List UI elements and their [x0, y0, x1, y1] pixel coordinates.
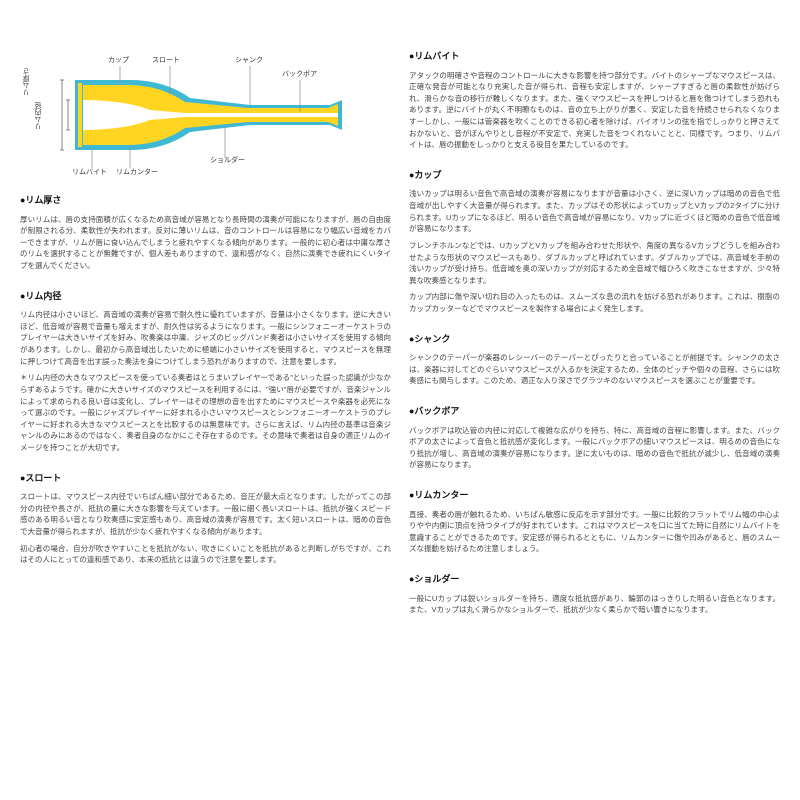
section-body: スロートは、マウスピース内径でいちばん細い部分であるため、音圧が最大点となります… — [20, 491, 391, 566]
section-body: バックボアは吹込管の内径に対応して複雑な広がりを持ち、特に、高音域の音程に影響し… — [409, 425, 780, 472]
paragraph: バックボアは吹込管の内径に対応して複雑な広がりを持ち、特に、高音域の音程に影響し… — [409, 425, 780, 472]
section: ●スロートスロートは、マウスピース内径でいちばん細い部分であるため、音圧が最大点… — [20, 472, 391, 566]
section-body: 一般にUカップは鋭いショルダーを持ち、適度な抵抗感があり、輪郭のはっきりした明る… — [409, 593, 780, 616]
label-throat: スロート — [152, 56, 180, 67]
section-title: ●スロート — [20, 472, 391, 486]
section: ●カップ浅いカップは明るい音色で高音域の演奏が容易になりますが音量は小さく、逆に… — [409, 169, 780, 315]
section: ●リムカンター直接、奏者の唇が触れるため、いちばん敏感に反応を示す部分です。一般… — [409, 489, 780, 555]
paragraph: カップ内部に傷や深い切れ目の入ったものは、スムーズな息の流れを妨げる恐れがありま… — [409, 291, 780, 314]
section: ●リム内径リム内径は小さいほど、高音域の演奏が容易で耐久性に優れていますが、音量… — [20, 290, 391, 454]
label-backbore: バックボア — [282, 70, 317, 81]
section-body: アタックの明確さや音程のコントロールに大きな影響を持つ部分です。バイトのシャープ… — [409, 70, 780, 151]
label-rim-bite: リムバイト — [72, 168, 107, 179]
left-column: リム厚さ リム内径 カップ スロート シャンク バックボア リムバイト リムカン… — [20, 50, 391, 780]
section-title: ●リム厚さ — [20, 194, 391, 208]
paragraph: ＊リム内径の大きなマウスピースを使っている奏者はとうまいプレイヤーである"といっ… — [20, 372, 391, 453]
paragraph: 一般にUカップは鋭いショルダーを持ち、適度な抵抗感があり、輪郭のはっきりした明る… — [409, 593, 780, 616]
label-rim-inner-v: リム内径 — [34, 102, 45, 130]
label-rim-contour: リムカンター — [116, 168, 158, 179]
section-body: 浅いカップは明るい音色で高音域の演奏が容易になりますが音量は小さく、逆に深いカッ… — [409, 188, 780, 314]
section-title: ●リム内径 — [20, 290, 391, 304]
right-sections: ●リムバイトアタックの明確さや音程のコントロールに大きな影響を持つ部分です。バイ… — [409, 50, 780, 616]
section-title: ●リムカンター — [409, 489, 780, 503]
section-title: ●シャンク — [409, 333, 780, 347]
section-body: 厚いリムは、唇の支持面積が広くなるため高音域が容易となり長時間の演奏が可能になり… — [20, 214, 391, 272]
section-title: ●カップ — [409, 169, 780, 183]
paragraph: 浅いカップは明るい音色で高音域の演奏が容易になりますが音量は小さく、逆に深いカッ… — [409, 188, 780, 235]
paragraph: 初心者の場合、自分が吹きやすいことを抵抗がない、吹きにくいことを抵抗があると判断… — [20, 543, 391, 566]
label-rim-thickness-v: リム厚さ — [22, 68, 33, 96]
section-title: ●バックボア — [409, 405, 780, 419]
paragraph: シャンクのテーパーが楽器のレシーバーのテーパーとぴったりと合っていることが前提で… — [409, 352, 780, 387]
section: ●バックボアバックボアは吹込管の内径に対応して複雑な広がりを持ち、特に、高音域の… — [409, 405, 780, 471]
section-body: 直接、奏者の唇が触れるため、いちばん敏感に反応を示す部分です。一般に比較的フラッ… — [409, 509, 780, 556]
paragraph: アタックの明確さや音程のコントロールに大きな影響を持つ部分です。バイトのシャープ… — [409, 70, 780, 151]
section: ●シャンクシャンクのテーパーが楽器のレシーバーのテーパーとぴったりと合っているこ… — [409, 333, 780, 387]
section: ●リム厚さ厚いリムは、唇の支持面積が広くなるため高音域が容易となり長時間の演奏が… — [20, 194, 391, 272]
paragraph: フレンチホルンなどでは、UカップとVカップを組み合わせた形状や、角度の異なるVカ… — [409, 240, 780, 287]
section-title: ●ショルダー — [409, 573, 780, 587]
section-body: リム内径は小さいほど、高音域の演奏が容易で耐久性に優れていますが、音量は小さくな… — [20, 309, 391, 454]
paragraph: スロートは、マウスピース内径でいちばん細い部分であるため、音圧が最大点となります… — [20, 491, 391, 538]
paragraph: リム内径は小さいほど、高音域の演奏が容易で耐久性に優れていますが、音量は小さくな… — [20, 309, 391, 367]
label-shoulder: ショルダー — [210, 156, 245, 167]
paragraph: 直接、奏者の唇が触れるため、いちばん敏感に反応を示す部分です。一般に比較的フラッ… — [409, 509, 780, 556]
label-shank: シャンク — [235, 56, 263, 67]
section: ●リムバイトアタックの明確さや音程のコントロールに大きな影響を持つ部分です。バイ… — [409, 50, 780, 151]
right-column: ●リムバイトアタックの明確さや音程のコントロールに大きな影響を持つ部分です。バイ… — [409, 50, 780, 780]
mouthpiece-diagram: リム厚さ リム内径 カップ スロート シャンク バックボア リムバイト リムカン… — [20, 50, 350, 180]
diagram-container: リム厚さ リム内径 カップ スロート シャンク バックボア リムバイト リムカン… — [20, 50, 391, 180]
section-title: ●リムバイト — [409, 50, 780, 64]
left-sections: ●リム厚さ厚いリムは、唇の支持面積が広くなるため高音域が容易となり長時間の演奏が… — [20, 194, 391, 566]
section: ●ショルダー一般にUカップは鋭いショルダーを持ち、適度な抵抗感があり、輪郭のはっ… — [409, 573, 780, 616]
paragraph: 厚いリムは、唇の支持面積が広くなるため高音域が容易となり長時間の演奏が可能になり… — [20, 214, 391, 272]
section-body: シャンクのテーパーが楽器のレシーバーのテーパーとぴったりと合っていることが前提で… — [409, 352, 780, 387]
label-cup: カップ — [108, 56, 129, 67]
